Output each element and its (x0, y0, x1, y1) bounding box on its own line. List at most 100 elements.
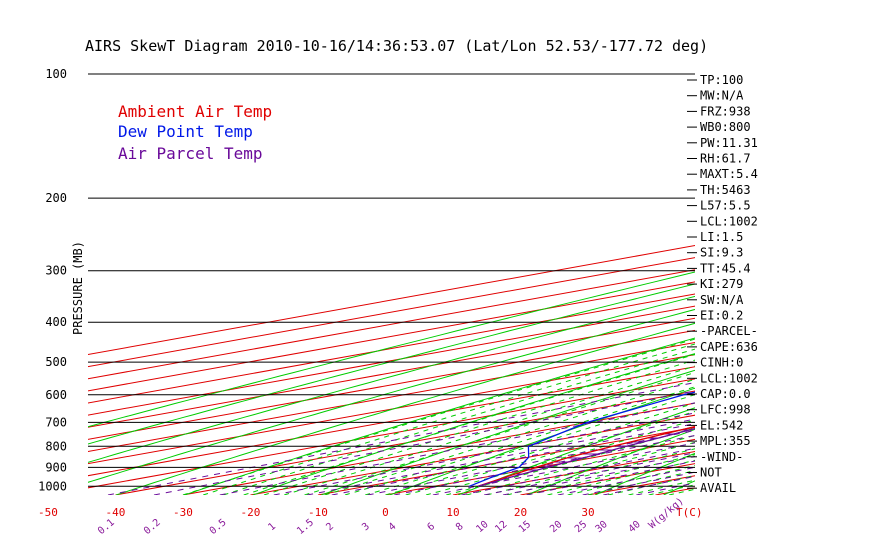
indices-label: LCL:1002 (700, 371, 758, 385)
isotherm-line (88, 354, 695, 465)
isotherm-line (250, 414, 695, 495)
mixing-ratio-line (107, 382, 695, 495)
mixing-ratio-line (502, 455, 695, 495)
dry-adiabat-line (594, 452, 695, 495)
pressure-tick-label: 400 (45, 315, 67, 329)
dew-point-temp-line (468, 391, 695, 487)
indices-label: EI:0.2 (700, 309, 743, 323)
indices-label: LCL:1002 (700, 214, 758, 228)
mixing-ratio-tick-label: 8 (454, 521, 466, 533)
dry-adiabat-line (88, 308, 695, 483)
indices-label: LI:1.5 (700, 230, 743, 244)
moist-adiabat-line (182, 338, 695, 495)
indices-label: -WIND- (700, 450, 743, 464)
indices-label: LFC:998 (700, 403, 751, 417)
indices-label: CAPE:636 (700, 340, 758, 354)
moist-adiabat-line (223, 348, 695, 495)
isotherm-line (88, 378, 695, 489)
dry-adiabat-line (252, 353, 695, 495)
legend-dew-point-temp: Dew Point Temp (118, 122, 253, 141)
profile-lines (468, 391, 695, 487)
pressure-tick-label: 600 (45, 388, 67, 402)
isobars (88, 73, 695, 487)
mixing-ratio-line (153, 390, 695, 495)
pressure-tick-label: 900 (45, 460, 67, 474)
pressure-tick-label: 700 (45, 415, 67, 429)
isotherm-line (182, 402, 695, 495)
isotherm-line (88, 341, 695, 452)
isotherm-line (88, 281, 695, 392)
indices-label: WB0:800 (700, 120, 751, 134)
mixing-ratio-tick-label: 12 (493, 519, 509, 535)
legend-air-parcel-temp: Air Parcel Temp (118, 144, 263, 163)
bottom-temp-tick-label: 30 (581, 506, 594, 519)
isotherm-line (452, 451, 695, 495)
moist-adiabat-line (203, 343, 695, 495)
indices-label: TP:100 (700, 73, 743, 87)
chart-title: AIRS SkewT Diagram 2010-10-16/14:36:53.0… (85, 37, 708, 55)
moist-adiabat-line (304, 371, 695, 495)
moist-adiabat-line (446, 427, 695, 495)
mixing-ratio-tick-label: 30 (594, 519, 610, 535)
pressure-tick-label: 1000 (38, 479, 67, 493)
indices-label: SW:N/A (700, 293, 744, 307)
dry-adiabat-line (458, 407, 695, 495)
bottom-temp-tick-label: -50 (38, 506, 58, 519)
isotherm-line (88, 257, 695, 368)
pressure-tick-label: 100 (45, 67, 67, 81)
x-axis-unit-label: T(C) (676, 506, 703, 519)
indices-label: NOT (700, 466, 722, 480)
indices-label: MW:N/A (700, 89, 744, 103)
indices-label: PW:11.31 (700, 136, 758, 150)
mixing-ratio-tick-label: 20 (548, 519, 564, 535)
indices-label: FRZ:938 (700, 104, 751, 118)
mixing-ratio-tick-label: 10 (474, 519, 490, 535)
mixing-ratio-line (367, 429, 695, 495)
moist-adiabat-line (486, 441, 695, 495)
dry-adiabat-line (321, 369, 695, 495)
ambient-air-temp-line (477, 425, 695, 487)
pressure-tick-label: 500 (45, 355, 67, 369)
bottom-temp-tick-label: -30 (173, 506, 193, 519)
mixing-ratio-tick-label: 1.5 (295, 517, 316, 537)
mixing-ratio-tick-label: 25 (573, 519, 589, 535)
legend-ambient-air-temp: Ambient Air Temp (118, 102, 272, 121)
indices-label: -PARCEL- (700, 324, 758, 338)
pressure-tick-label: 200 (45, 191, 67, 205)
mixing-ratio-tick-label: 0.1 (96, 517, 117, 537)
indices-label: TT:45.4 (700, 261, 751, 275)
dry-adiabat-line (389, 387, 695, 495)
indices-label: TH:5463 (700, 183, 751, 197)
bottom-temp-tick-label: -20 (241, 506, 261, 519)
pressure-tick-label: 800 (45, 439, 67, 453)
indices-label: L57:5.5 (700, 199, 751, 213)
mixing-ratio-tick-label: 15 (517, 519, 533, 535)
mixing-ratio-tick-label: 3 (360, 521, 372, 533)
mixing-ratio-line (526, 460, 695, 495)
y-axis-label: PRESSURE (MB) (71, 241, 85, 335)
mixing-ratio-tick-label: 6 (425, 521, 437, 533)
dry-adiabat-line (526, 428, 695, 495)
mixing-ratio-tick-label: 0.2 (142, 517, 163, 537)
indices-label: CINH:0 (700, 356, 743, 370)
indices-label: MAXT:5.4 (700, 167, 758, 181)
mixing-ratio-tick-label: 40 (627, 519, 643, 535)
indices-label: MPL:355 (700, 434, 751, 448)
pressure-tick-label: 300 (45, 264, 67, 278)
isotherm-line (88, 366, 695, 477)
indices-label: KI:279 (700, 277, 743, 291)
air-parcel-temp-line (477, 427, 695, 487)
moist-adiabat-line (344, 386, 695, 495)
dry-adiabat-line (88, 271, 695, 428)
dry-adiabat-line (115, 322, 695, 495)
indices-label: RH:61.7 (700, 152, 751, 166)
indices-label: SI:9.3 (700, 246, 743, 260)
mixing-ratio-ticks: 0.1 0.2 0.5 1 1.5 2 3 4 6 8 10 12 15 20 25 30 40 (96, 517, 643, 537)
dry-adiabat-line (801, 74, 870, 495)
indices-label: AVAIL (700, 481, 736, 495)
mixing-ratio-line (307, 418, 695, 495)
isotherm-line (88, 245, 695, 356)
isotherm-line (88, 317, 695, 428)
